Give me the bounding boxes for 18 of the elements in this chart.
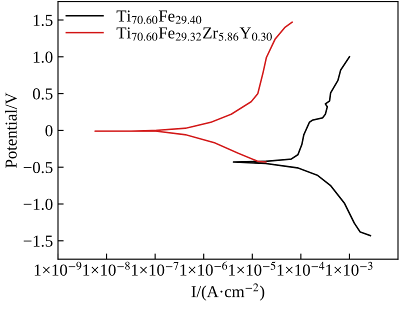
x-tick-label: 1×10$^{−5}$ [229,262,276,276]
x-tick-label: 1×10$^{−3}$ [326,262,372,276]
x-tick-label: 1×10$^{−6}$ [180,262,228,276]
y-tick-label: −1.5 [24,236,52,247]
y-tick-label: 0 [45,125,53,136]
legend-label: Ti$_{70.60}$Fe$_{29.32}$Zr$_{5.86}$Y$_{0.30}$ [116,27,272,41]
x-tick-label: 1×10$^{−4}$ [278,262,324,276]
x-axis-title: I/(A·cm$^{−2}$) [192,283,264,301]
y-tick-label: −0.5 [24,162,52,174]
x-tick-label: 1×10$^{−7}$ [132,262,178,276]
y-tick-label: −1.0 [24,198,53,210]
legend-label: Ti$_{70.60}$Fe$_{29.40}$ [116,10,202,24]
y-tick-label: 1.5 [34,14,52,26]
x-tick-label: 1×10$^{−9}$ [34,262,82,276]
y-tick-label: 0.5 [32,88,52,100]
y-tick-label: 1.0 [34,52,53,63]
x-tick-label: 1×10$^{−8}$ [83,262,130,276]
y-axis-title: Potential/V [5,92,17,168]
